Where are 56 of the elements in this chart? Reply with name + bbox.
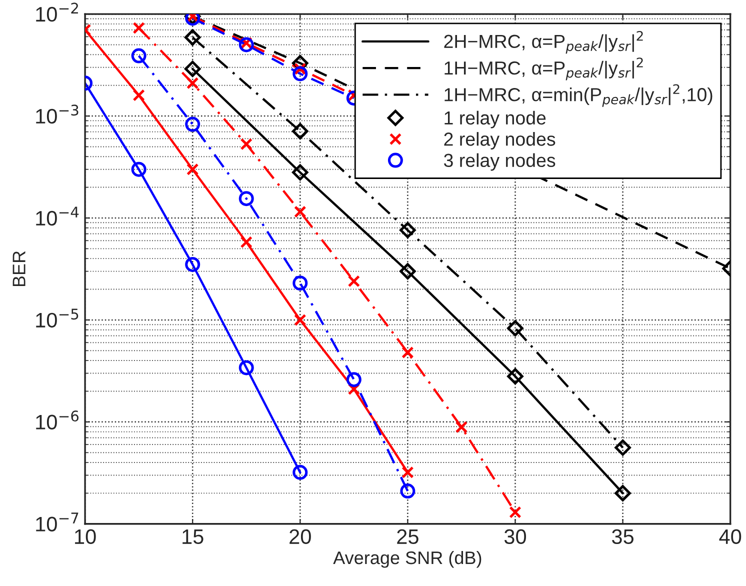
point	[292, 464, 308, 480]
legend-label: 2 relay nodes	[444, 132, 556, 150]
point	[238, 360, 254, 376]
point	[186, 163, 199, 176]
x-tick-label: 40	[719, 529, 742, 544]
y-axis-title: BER	[12, 251, 26, 286]
point	[507, 368, 524, 384]
legend-label: 3 relay nodes	[444, 153, 556, 171]
x-tick-label: 15	[182, 530, 204, 544]
point	[132, 89, 145, 102]
y-tick-label: 10$^{−4}$	[36, 206, 79, 226]
point	[400, 484, 416, 499]
point	[292, 164, 308, 181]
point	[455, 420, 468, 434]
point	[132, 22, 145, 34]
point	[240, 138, 252, 150]
point	[292, 66, 308, 82]
x-tick-label: 35	[612, 529, 634, 544]
y-tick-label: 10$^{−2}$	[36, 2, 78, 22]
y-tick-label: 10$^{−7}$	[36, 512, 78, 532]
point	[509, 506, 522, 518]
point	[131, 48, 146, 64]
point	[292, 123, 308, 140]
legend-label: 1H−MRC, α=min(P$_{peak}$/|y$_{sr}$|$^{2}$,10)	[444, 84, 712, 107]
point	[346, 372, 362, 388]
point	[402, 346, 414, 359]
point	[294, 314, 306, 326]
point	[185, 116, 200, 132]
point	[294, 206, 306, 218]
point	[614, 485, 631, 502]
point	[292, 276, 308, 291]
y-tick-label: 10$^{−3}$	[36, 104, 78, 124]
point	[240, 236, 252, 248]
point	[507, 320, 524, 336]
point	[184, 29, 201, 46]
point	[184, 60, 201, 78]
point	[238, 37, 254, 52]
point	[131, 162, 146, 177]
point	[400, 222, 416, 238]
x-tick-label: 10	[75, 529, 96, 544]
point	[614, 439, 631, 456]
x-tick-label: 20	[290, 529, 311, 544]
y-tick-label: 10$^{−5}$	[36, 308, 78, 328]
legend-label: 2H−MRC, α=P$_{peak}$/|y$_{sr}$|$^{2}$	[444, 30, 643, 54]
x-axis-title: Average SNR (dB)	[333, 550, 482, 568]
x-tick-label: 25	[397, 529, 418, 544]
x-tick-label: 30	[504, 529, 526, 544]
point	[402, 466, 414, 478]
legend-label: 1H−MRC, α=P$_{peak}$/|y$_{sr}$|$^{2}$	[444, 58, 643, 80]
point	[186, 77, 199, 90]
point	[185, 256, 200, 272]
point	[238, 191, 254, 206]
legend-label: 1 relay node	[444, 110, 546, 128]
point	[348, 275, 360, 288]
point	[400, 263, 416, 280]
y-tick-label: 10$^{−6}$	[36, 410, 79, 430]
